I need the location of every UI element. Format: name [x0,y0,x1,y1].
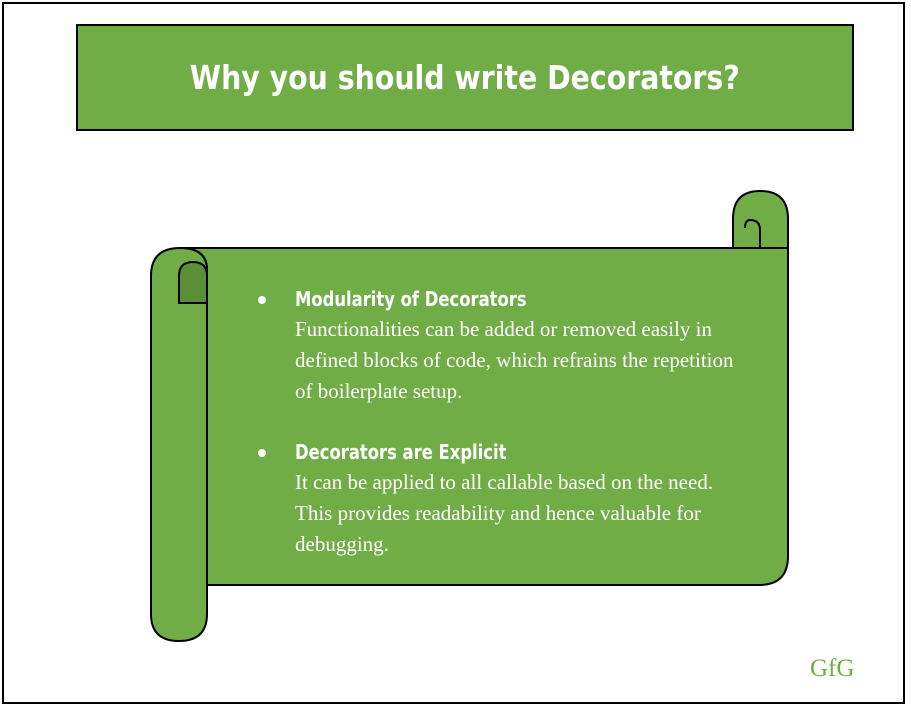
point-heading: Decorators are Explicit [295,440,507,464]
scroll-curl-left [178,261,208,304]
scroll-curl-top [732,190,789,249]
gfg-logo: GfG [810,655,855,682]
page-title: Why you should write Decorators? [189,58,741,97]
scroll-roll-left [150,247,208,642]
point-heading: Modularity of Decorators [295,287,527,311]
list-item: Decorators are Explicit It can be applie… [258,437,738,560]
bullet-dot [258,449,266,457]
point-body: It can be applied to all callable based … [295,470,714,556]
point-body: Functionalities can be added or removed … [295,317,734,403]
bullet-dot [258,296,266,304]
list-item: Modularity of Decorators Functionalities… [258,284,738,407]
title-banner: Why you should write Decorators? [76,24,854,131]
scroll-content: Modularity of Decorators Functionalities… [258,284,738,590]
